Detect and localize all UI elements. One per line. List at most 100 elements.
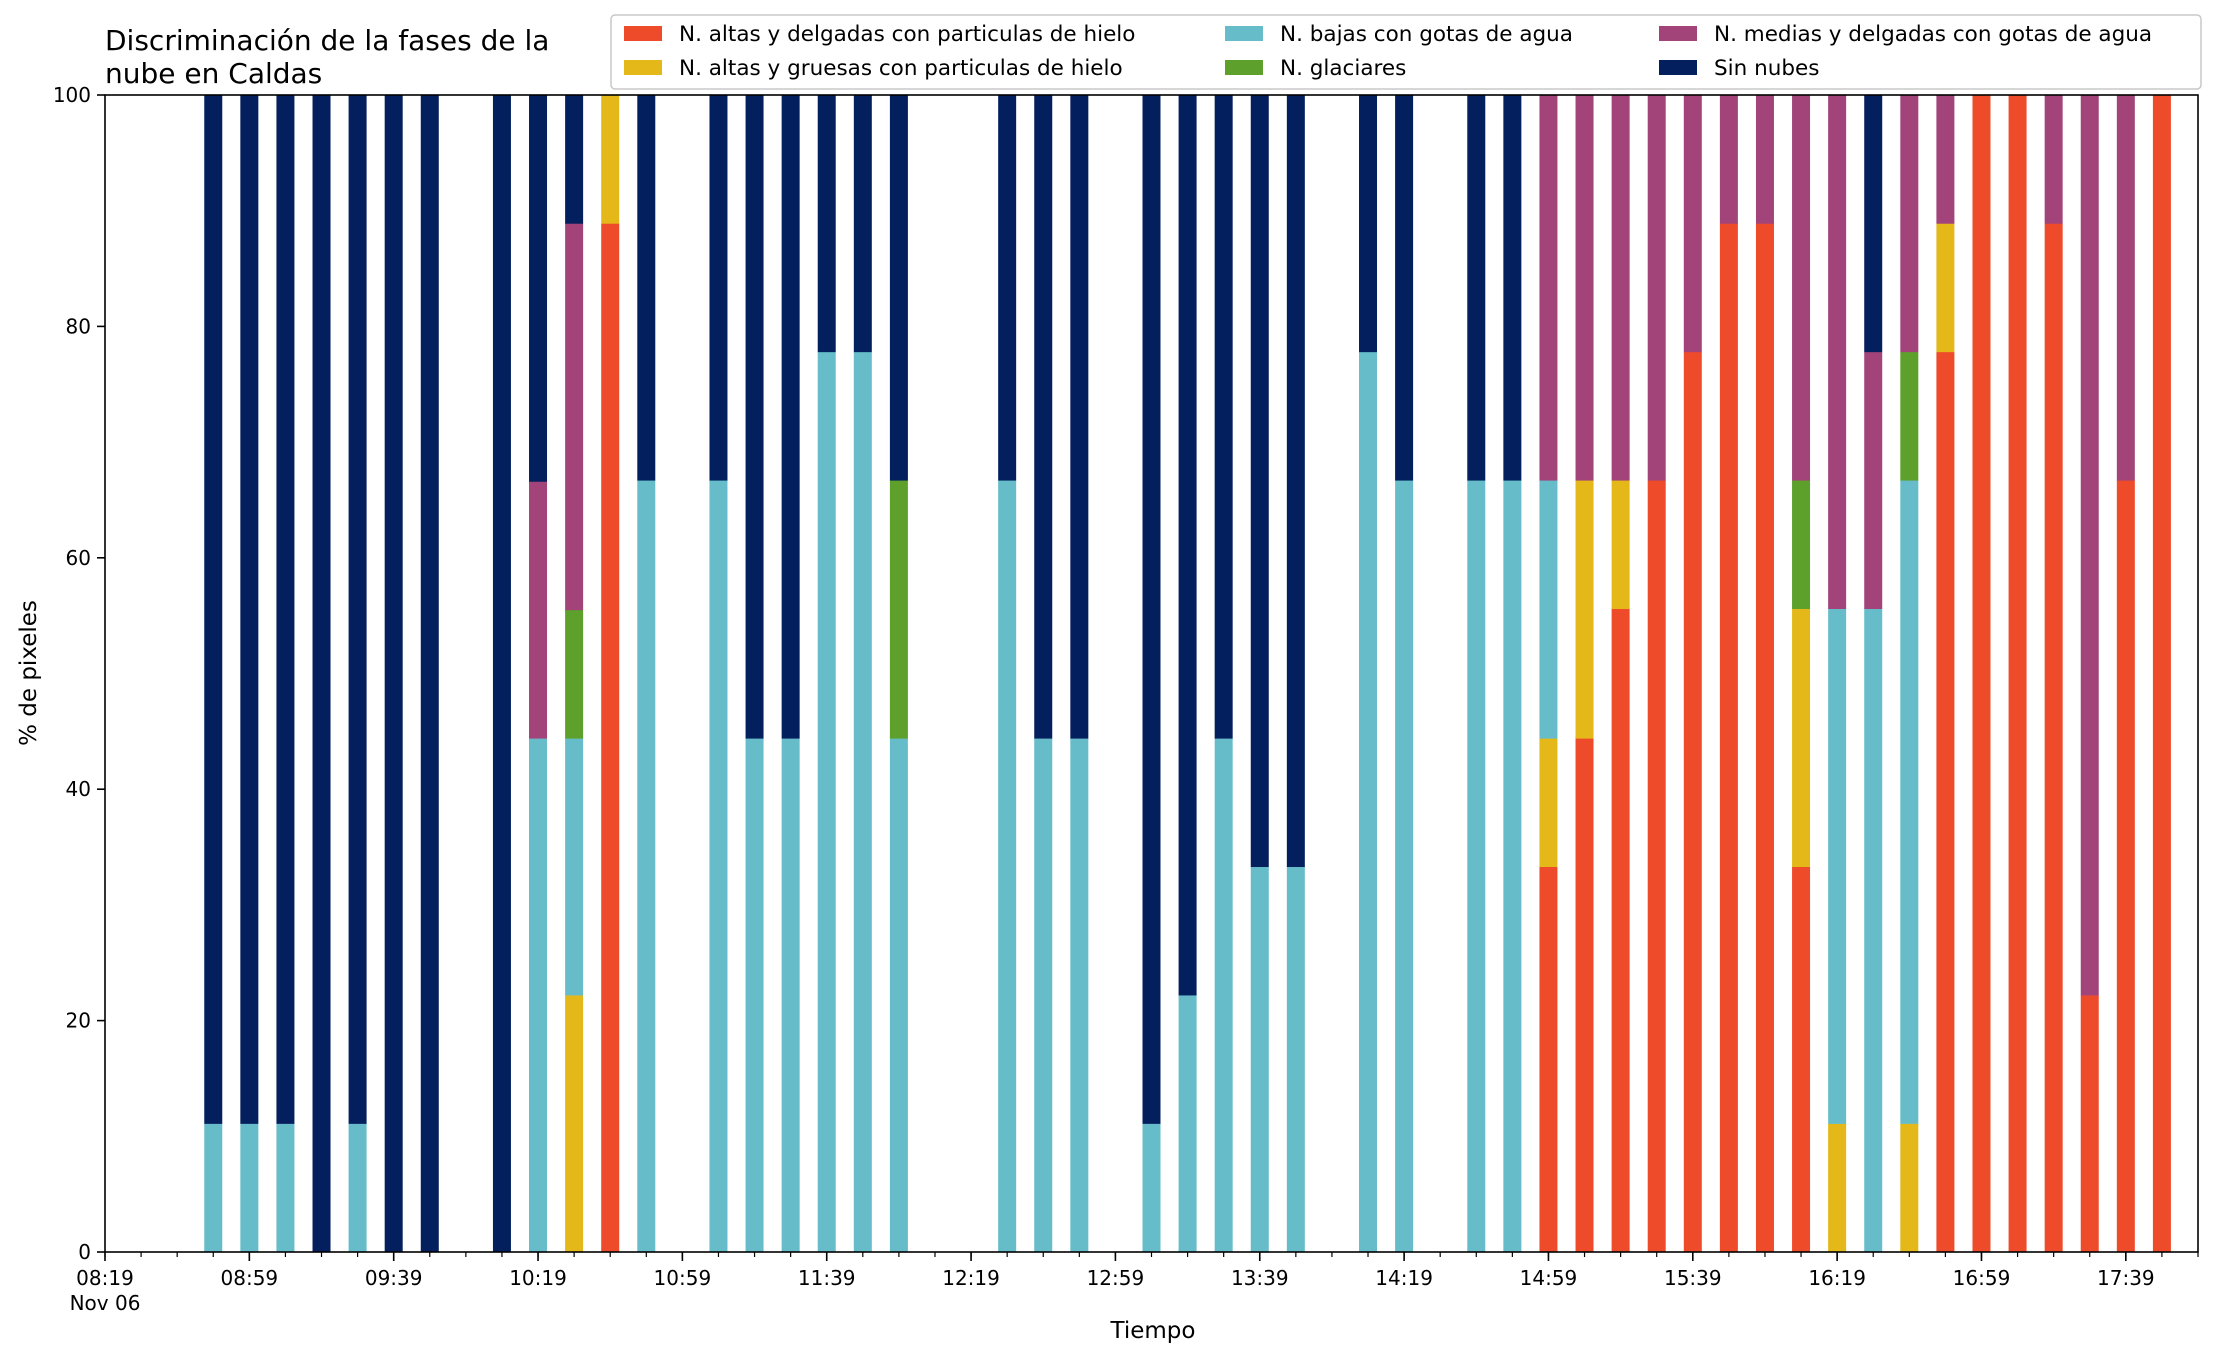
bar-segment-medias xyxy=(1647,95,1666,481)
bar-segment-sin-nubes xyxy=(1286,95,1305,868)
bar-segment-sin-nubes xyxy=(348,95,367,1124)
bar-segment-glaciares xyxy=(889,480,908,739)
bar-segment-bajas xyxy=(1178,995,1197,1253)
bar-segment-altas-delgadas xyxy=(1647,480,1666,1253)
bar-segment-altas-gruesas xyxy=(1611,480,1630,610)
bar-segment-sin-nubes xyxy=(1250,95,1269,868)
bar-segment-altas-gruesas xyxy=(1828,1123,1847,1253)
bar-segment-sin-nubes xyxy=(998,95,1017,481)
legend-label-medias: N. medias y delgadas con gotas de agua xyxy=(1714,22,2152,47)
x-tick-label: 08:59 xyxy=(221,1266,279,1290)
bar-segment-bajas xyxy=(276,1123,295,1253)
chart-title-line-1: Discriminación de la fases de la xyxy=(105,24,549,57)
x-tick-label: 11:39 xyxy=(798,1266,856,1290)
bar-segment-altas-delgadas xyxy=(601,223,620,1253)
legend-swatch-sin-nubes xyxy=(1659,60,1697,75)
bar-segment-medias xyxy=(1864,351,1883,609)
x-tick-label: 09:39 xyxy=(365,1266,423,1290)
x-tick-label: 08:19 xyxy=(76,1266,134,1290)
x-tick-label: 17:39 xyxy=(2097,1266,2155,1290)
bar-segment-sin-nubes xyxy=(204,95,223,1124)
bar-segment-bajas xyxy=(889,738,908,1253)
y-tick-label: 40 xyxy=(66,777,91,801)
x-tick-label: 15:39 xyxy=(1664,1266,1722,1290)
chart-title-line-2: nube en Caldas xyxy=(105,57,322,90)
bar-segment-bajas xyxy=(1539,480,1558,739)
y-tick-label: 80 xyxy=(66,314,91,338)
bar-segment-bajas xyxy=(781,738,800,1253)
bars-layer xyxy=(204,95,2171,1253)
bar-segment-sin-nubes xyxy=(817,95,836,353)
legend-swatch-altas-gruesas xyxy=(624,60,662,75)
bar-segment-altas-delgadas xyxy=(1719,223,1738,1253)
legend-swatch-glaciares xyxy=(1225,60,1263,75)
bar-segment-bajas xyxy=(1286,866,1305,1253)
x-tick-label: 16:19 xyxy=(1808,1266,1866,1290)
bar-segment-bajas xyxy=(348,1123,367,1253)
bar-segment-medias xyxy=(1539,95,1558,481)
y-tick-label: 20 xyxy=(66,1009,91,1033)
x-tick-label: 10:59 xyxy=(654,1266,712,1290)
bar-segment-altas-delgadas xyxy=(1792,866,1811,1253)
bar-segment-medias xyxy=(2044,95,2063,224)
bar-segment-sin-nubes xyxy=(384,95,403,1253)
bar-segment-bajas xyxy=(529,738,548,1253)
bar-segment-medias xyxy=(1828,95,1847,610)
bar-segment-altas-delgadas xyxy=(1683,351,1702,1253)
bar-segment-sin-nubes xyxy=(1142,95,1161,1124)
bar-segment-bajas xyxy=(1034,738,1053,1253)
bar-segment-altas-delgadas xyxy=(1755,223,1774,1253)
bar-segment-bajas xyxy=(1864,608,1883,1253)
bar-segment-sin-nubes xyxy=(276,95,295,1124)
x-tick-label: 10:19 xyxy=(509,1266,567,1290)
bar-segment-sin-nubes xyxy=(745,95,764,739)
legend-swatch-altas-delgadas xyxy=(624,26,662,41)
bar-segment-altas-delgadas xyxy=(1936,351,1955,1253)
x-tick-label: 13:39 xyxy=(1231,1266,1289,1290)
legend-label-sin-nubes: Sin nubes xyxy=(1714,56,1819,81)
y-tick-label: 100 xyxy=(53,83,91,107)
bar-segment-sin-nubes xyxy=(420,95,439,1253)
bar-segment-sin-nubes xyxy=(1864,95,1883,353)
bar-segment-sin-nubes xyxy=(889,95,908,481)
bar-segment-medias xyxy=(1683,95,1702,353)
y-axis-label: % de pixeles xyxy=(16,600,42,746)
bar-segment-altas-gruesas xyxy=(1575,480,1594,739)
bar-segment-altas-gruesas xyxy=(1900,1123,1919,1253)
bar-segment-medias xyxy=(565,223,584,611)
bar-segment-bajas xyxy=(1142,1123,1161,1253)
bar-segment-bajas xyxy=(1900,480,1919,1124)
bar-segment-altas-delgadas xyxy=(1539,866,1558,1253)
legend-label-altas-gruesas: N. altas y gruesas con particulas de hie… xyxy=(679,56,1123,81)
bar-segment-sin-nubes xyxy=(1395,95,1414,481)
bar-segment-sin-nubes xyxy=(1214,95,1233,739)
bar-segment-altas-delgadas xyxy=(1575,738,1594,1253)
bar-segment-altas-gruesas xyxy=(565,995,584,1253)
bar-segment-sin-nubes xyxy=(1503,95,1522,481)
bar-segment-bajas xyxy=(709,480,728,1253)
bar-segment-bajas xyxy=(1503,480,1522,1253)
bar-segment-bajas xyxy=(1359,351,1378,1253)
legend-label-glaciares: N. glaciares xyxy=(1280,56,1406,81)
bar-segment-sin-nubes xyxy=(781,95,800,739)
bar-segment-altas-delgadas xyxy=(2116,480,2135,1253)
x-tick-label: 14:19 xyxy=(1375,1266,1433,1290)
x-tick-sublabel: Nov 06 xyxy=(70,1291,141,1315)
x-axis-label: Tiempo xyxy=(1110,1318,1196,1344)
bar-segment-altas-gruesas xyxy=(1792,608,1811,868)
bar-segment-bajas xyxy=(565,738,584,996)
bar-segment-bajas xyxy=(1214,738,1233,1253)
legend-swatch-medias xyxy=(1659,26,1697,41)
bar-segment-glaciares xyxy=(1792,480,1811,610)
bar-segment-bajas xyxy=(1250,866,1269,1253)
bar-segment-medias xyxy=(1900,95,1919,353)
bar-segment-bajas xyxy=(1070,738,1089,1253)
bar-segment-altas-delgadas xyxy=(1972,95,1991,1253)
bar-segment-medias xyxy=(1611,95,1630,481)
bar-segment-sin-nubes xyxy=(529,95,548,482)
bar-segment-altas-delgadas xyxy=(2044,223,2063,1253)
bar-segment-altas-delgadas xyxy=(1611,608,1630,1253)
bar-segment-bajas xyxy=(853,351,872,1253)
